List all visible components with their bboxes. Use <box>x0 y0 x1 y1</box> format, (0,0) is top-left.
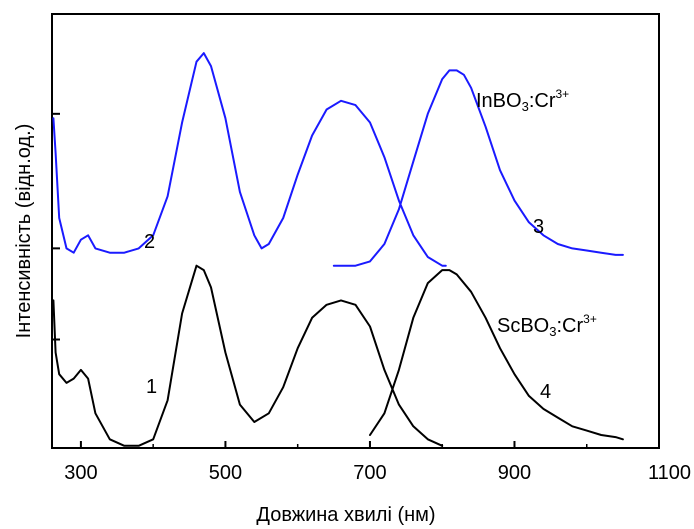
x-tick-label: 1100 <box>648 462 691 484</box>
series-line-4 <box>369 269 624 441</box>
series-line-1 <box>52 52 447 267</box>
x-axis-label: Довжина хвилі (нм) <box>256 504 435 526</box>
curve-label-2: 2 <box>144 231 155 253</box>
inbo3-dopant: :Cr <box>529 90 556 112</box>
scbo3-subscript: 3 <box>549 324 556 339</box>
inbo3-superscript: 3+ <box>555 87 569 101</box>
inbo3-subscript: 3 <box>522 99 529 114</box>
y-axis-ticks <box>52 13 60 341</box>
x-tick-label: 300 <box>64 462 97 484</box>
scbo3-cr-label: ScBO3:Cr3+ <box>497 312 597 339</box>
x-tick-label: 900 <box>498 462 531 484</box>
series-line-3 <box>52 264 444 447</box>
x-tick-label: 700 <box>353 462 386 484</box>
curve-label-3: 3 <box>533 216 544 238</box>
inbo3-formula: InBO <box>476 90 522 112</box>
series-line-2 <box>332 69 624 267</box>
scbo3-dopant: :Cr <box>556 315 583 337</box>
series-layer <box>52 52 624 447</box>
inbo3-cr-label: InBO3:Cr3+ <box>476 87 569 114</box>
curve-label-1: 1 <box>146 376 157 398</box>
scbo3-formula: ScBO <box>497 315 549 337</box>
scbo3-superscript: 3+ <box>583 312 597 326</box>
x-axis-ticks: 300 500 700 900 1100 <box>64 441 691 484</box>
y-axis-label: Інтенсивність (відн.од.) <box>13 124 35 339</box>
x-tick-label: 500 <box>209 462 242 484</box>
plot-frame <box>51 13 660 449</box>
curve-label-4: 4 <box>540 381 551 403</box>
